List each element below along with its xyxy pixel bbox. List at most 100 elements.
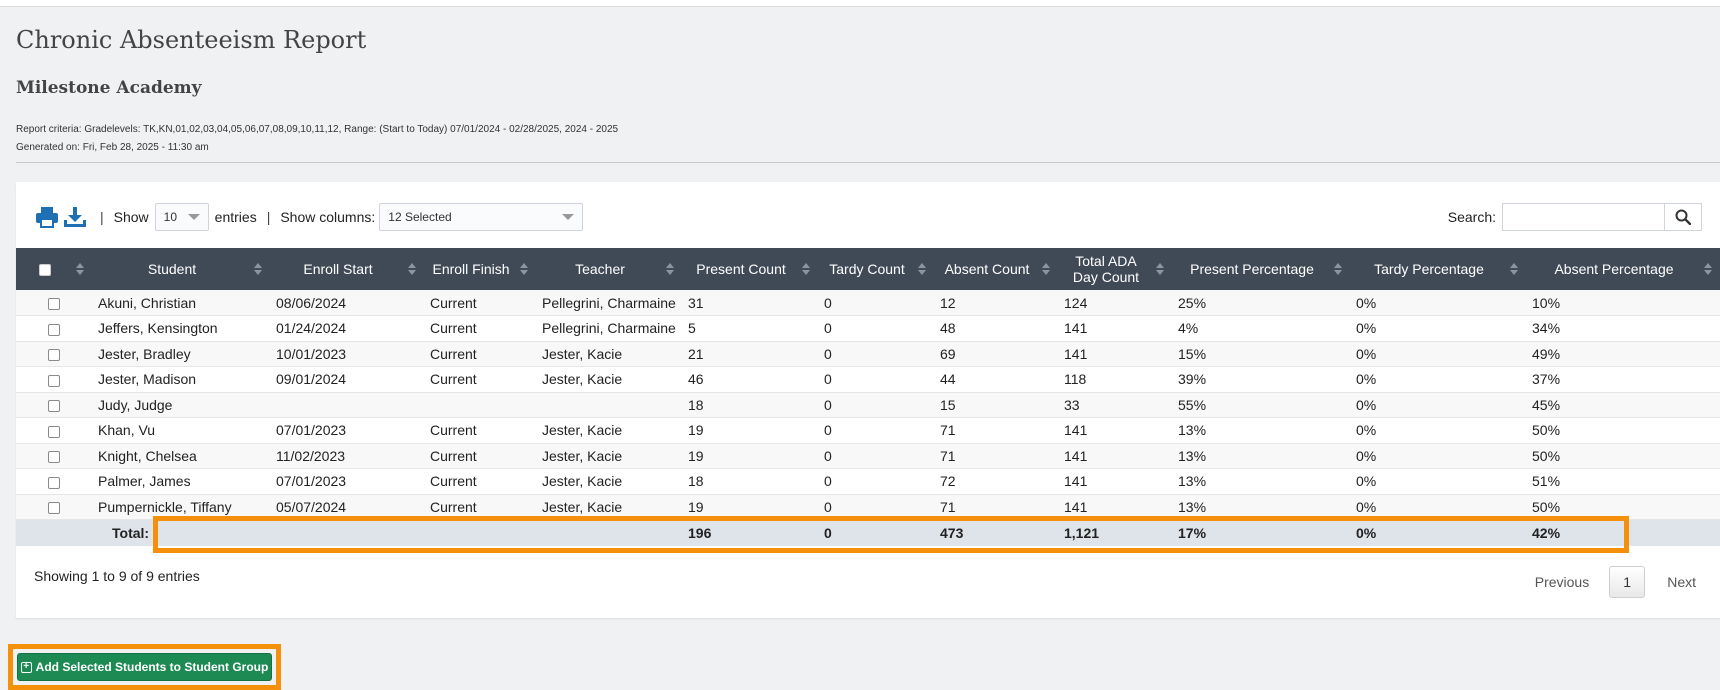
search-icon — [1675, 209, 1691, 225]
present-count-cell: 19 — [682, 494, 818, 520]
ada-day-count-cell: 141 — [1058, 417, 1172, 444]
column-header[interactable]: Enroll Start — [270, 248, 424, 290]
sort-icon[interactable] — [666, 263, 674, 275]
row-checkbox[interactable] — [48, 297, 60, 310]
table-row: Jester, Madison 09/01/2024 Current Jester, … — [16, 366, 1720, 393]
toolbar-separator: | — [100, 209, 104, 225]
student-link[interactable]: Jester, Bradley — [92, 341, 270, 367]
entries-select[interactable]: 10 — [154, 203, 209, 231]
present-percentage-cell: 13% — [1172, 494, 1350, 520]
student-link[interactable]: Khan, Vu — [92, 417, 270, 444]
student-link[interactable]: Palmer, James — [92, 468, 270, 495]
row-checkbox[interactable] — [48, 349, 60, 362]
tardy-count-cell: 0 — [818, 392, 934, 418]
student-link[interactable]: Jeffers, Kensington — [92, 315, 270, 342]
sort-icon[interactable] — [1156, 263, 1164, 275]
teacher-link[interactable]: Jester, Kacie — [536, 341, 682, 367]
present-count-cell: 31 — [682, 290, 818, 316]
row-checkbox[interactable] — [48, 400, 60, 413]
absent-percentage-cell: 10% — [1526, 290, 1720, 316]
search-area: Search: — [1448, 202, 1702, 232]
print-icon[interactable] — [34, 204, 60, 230]
teacher-link[interactable]: Pellegrini, Charmaine — [536, 290, 682, 316]
tardy-count-cell: 0 — [818, 366, 934, 393]
column-header[interactable]: Present Percentage — [1172, 248, 1350, 290]
column-header[interactable]: Absent Count — [934, 248, 1058, 290]
column-header[interactable]: Student — [92, 248, 270, 290]
column-header[interactable]: Absent Percentage — [1526, 248, 1720, 290]
divider — [16, 162, 1720, 163]
sort-icon[interactable] — [76, 263, 84, 275]
present-percentage-cell: 13% — [1172, 417, 1350, 444]
absent-percentage-cell: 37% — [1526, 366, 1720, 393]
search-button[interactable] — [1664, 203, 1702, 231]
add-to-student-group-button[interactable]: + Add Selected Students to Student Group — [17, 653, 272, 681]
tardy-percentage-cell: 0% — [1350, 315, 1526, 342]
page-1-button[interactable]: 1 — [1609, 566, 1646, 598]
teacher-link[interactable]: Jester, Kacie — [536, 366, 682, 393]
teacher-link[interactable]: Jester, Kacie — [536, 417, 682, 444]
teacher-link[interactable]: Pellegrini, Charmaine — [536, 315, 682, 342]
table-row: Palmer, James 07/01/2023 Current Jester, Ka… — [16, 468, 1720, 495]
table-row: Judy, Judge 18 0 15 33 55% 0% 45% — [16, 392, 1720, 418]
table-header-row: Student Enroll Start Enroll Finish Teach… — [16, 248, 1720, 290]
column-header[interactable]: Teacher — [536, 248, 682, 290]
sort-icon[interactable] — [1042, 263, 1050, 275]
row-checkbox[interactable] — [48, 451, 60, 464]
search-input[interactable] — [1502, 203, 1664, 231]
column-header[interactable]: Present Count — [682, 248, 818, 290]
select-all-checkbox[interactable] — [39, 264, 51, 277]
report-panel: | Show 10 entries | Show columns: 12 Sel… — [16, 182, 1720, 618]
student-link[interactable]: Judy, Judge — [92, 392, 270, 418]
plus-square-icon: + — [20, 661, 32, 673]
teacher-link[interactable] — [536, 392, 682, 418]
ada-day-count-cell: 141 — [1058, 494, 1172, 520]
enroll-start-cell: 09/01/2024 — [270, 366, 424, 393]
sort-icon[interactable] — [1704, 263, 1712, 275]
previous-button[interactable]: Previous — [1534, 574, 1590, 590]
ada-day-count-cell: 124 — [1058, 290, 1172, 316]
enroll-finish-cell: Current — [424, 366, 536, 393]
sort-icon[interactable] — [1510, 263, 1518, 275]
enroll-finish-cell: Current — [424, 417, 536, 444]
sort-icon[interactable] — [408, 263, 416, 275]
tardy-percentage-cell: 0% — [1350, 366, 1526, 393]
sort-icon[interactable] — [520, 263, 528, 275]
table-toolbar: | Show 10 entries | Show columns: 12 Sel… — [34, 202, 584, 232]
teacher-link[interactable]: Jester, Kacie — [536, 468, 682, 495]
total-row: Total: 196 0 473 1,121 17% 0% 42% — [16, 519, 1720, 546]
column-header[interactable]: Total ADA Day Count — [1058, 248, 1172, 290]
student-link[interactable]: Pumpernickle, Tiffany — [92, 494, 270, 520]
tardy-percentage-cell: 0% — [1350, 443, 1526, 469]
sort-icon[interactable] — [918, 263, 926, 275]
teacher-link[interactable]: Jester, Kacie — [536, 443, 682, 469]
absent-percentage-cell: 49% — [1526, 341, 1720, 367]
column-header[interactable]: Tardy Percentage — [1350, 248, 1526, 290]
total-present-pct: 17% — [1172, 519, 1350, 546]
ada-day-count-cell: 118 — [1058, 366, 1172, 393]
absent-count-cell: 69 — [934, 341, 1058, 367]
total-absent-pct: 42% — [1526, 519, 1720, 546]
row-checkbox[interactable] — [48, 323, 60, 336]
download-icon[interactable] — [62, 204, 88, 230]
next-button[interactable]: Next — [1667, 574, 1696, 590]
columns-select[interactable]: 12 Selected — [379, 203, 584, 231]
row-checkbox[interactable] — [48, 425, 60, 438]
row-checkbox[interactable] — [48, 374, 60, 387]
student-link[interactable]: Knight, Chelsea — [92, 443, 270, 469]
row-checkbox[interactable] — [48, 476, 60, 489]
student-link[interactable]: Akuni, Christian — [92, 290, 270, 316]
enroll-start-cell: 08/06/2024 — [270, 290, 424, 316]
sort-icon[interactable] — [1334, 263, 1342, 275]
row-checkbox[interactable] — [48, 502, 60, 515]
student-link[interactable]: Jester, Madison — [92, 366, 270, 393]
teacher-link[interactable]: Jester, Kacie — [536, 494, 682, 520]
sort-icon[interactable] — [802, 263, 810, 275]
column-header[interactable]: Tardy Count — [818, 248, 934, 290]
table-row: Pumpernickle, Tiffany 05/07/2024 Current Je… — [16, 494, 1720, 520]
total-label: Total: — [92, 519, 270, 546]
tardy-count-cell: 0 — [818, 417, 934, 444]
ada-day-count-cell: 141 — [1058, 315, 1172, 342]
column-header[interactable]: Enroll Finish — [424, 248, 536, 290]
sort-icon[interactable] — [254, 263, 262, 275]
